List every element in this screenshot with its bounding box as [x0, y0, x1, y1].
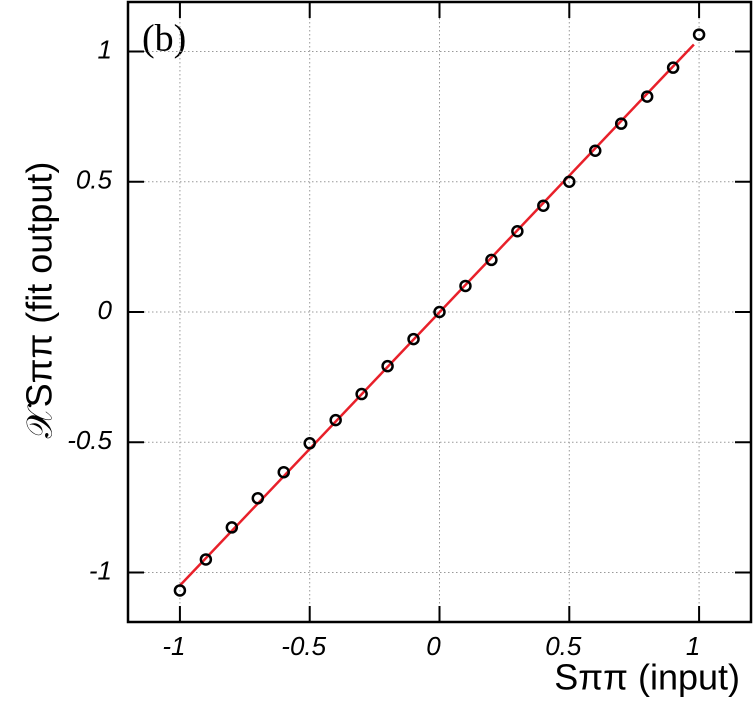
data-point	[251, 492, 265, 505]
data-point	[355, 387, 368, 401]
data-point	[537, 199, 550, 212]
data-point	[614, 117, 628, 130]
data-point	[225, 521, 239, 534]
x-tick-label: 0	[426, 631, 441, 661]
y-tick-label: -0.5	[67, 425, 112, 455]
data-point	[692, 28, 706, 41]
y-axis-label: 𝒳Sππ (fit output)	[19, 162, 60, 439]
data-point	[433, 305, 446, 319]
fit-line	[179, 43, 695, 587]
data-point	[563, 175, 576, 188]
data-point	[459, 279, 472, 293]
x-tick-label: -1	[162, 631, 185, 661]
x-tick-label: 0.5	[545, 631, 582, 661]
data-point	[589, 144, 602, 157]
x-tick-label: -0.5	[281, 631, 326, 661]
y-tick-label: 0	[98, 295, 113, 325]
data-point	[329, 413, 342, 427]
data-point	[407, 332, 420, 346]
data-point	[303, 437, 316, 450]
data-point	[381, 359, 394, 373]
x-axis-label: Sππ (input)	[554, 657, 740, 698]
data-point	[640, 90, 654, 103]
y-tick-label: 0.5	[76, 165, 113, 195]
data-point	[666, 61, 680, 74]
panel-label: (b)	[142, 18, 186, 60]
data-point	[511, 224, 524, 238]
y-tick-label: 1	[98, 34, 112, 64]
data-point	[485, 253, 498, 267]
data-point	[173, 584, 187, 597]
plot-frame	[126, 0, 753, 624]
x-tick-label: 1	[686, 631, 700, 661]
y-tick-label: -1	[89, 555, 112, 585]
data-point	[277, 465, 290, 479]
data-point	[199, 553, 213, 566]
